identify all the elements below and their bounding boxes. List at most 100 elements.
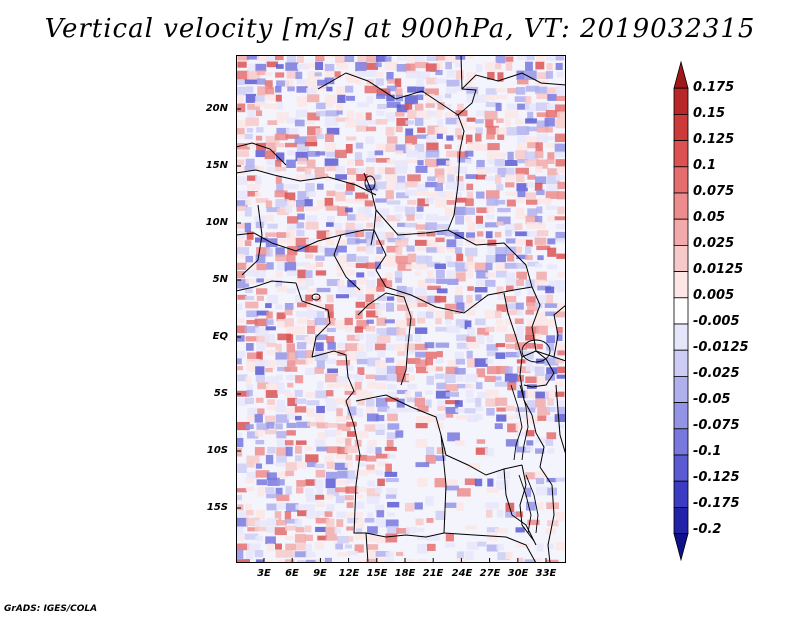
field-cell bbox=[474, 413, 483, 421]
field-cell bbox=[415, 438, 428, 448]
field-cell bbox=[265, 376, 279, 386]
field-cell bbox=[306, 87, 317, 95]
field-cell bbox=[344, 398, 351, 407]
field-cell bbox=[286, 270, 301, 277]
field-cell bbox=[385, 144, 398, 152]
field-cell bbox=[247, 527, 259, 532]
field-cell bbox=[505, 295, 517, 303]
field-cell bbox=[424, 158, 439, 168]
field-cell bbox=[365, 294, 375, 303]
field-cell bbox=[447, 174, 455, 183]
field-cell bbox=[495, 270, 507, 278]
field-cell bbox=[286, 55, 297, 64]
field-cell bbox=[326, 279, 340, 287]
field-cell bbox=[515, 302, 524, 310]
field-cell bbox=[516, 543, 530, 548]
field-cell bbox=[396, 389, 408, 395]
field-cell bbox=[306, 400, 320, 406]
field-cell bbox=[426, 77, 437, 85]
field-cell bbox=[506, 272, 516, 282]
field-cell bbox=[236, 325, 247, 334]
field-cell bbox=[284, 440, 294, 446]
field-cell bbox=[266, 493, 278, 499]
field-cell bbox=[486, 408, 495, 416]
field-cell bbox=[387, 413, 398, 422]
field-cell bbox=[494, 231, 502, 238]
field-cell bbox=[236, 303, 243, 311]
field-cell bbox=[315, 542, 324, 550]
field-cell bbox=[275, 343, 282, 353]
field-cell bbox=[277, 319, 290, 328]
field-cell bbox=[355, 112, 364, 120]
field-cell bbox=[347, 287, 357, 298]
field-cell bbox=[297, 157, 307, 165]
field-cell bbox=[296, 480, 306, 487]
field-cell bbox=[455, 319, 468, 329]
field-cell bbox=[255, 463, 263, 469]
field-cell bbox=[256, 78, 266, 85]
field-cell bbox=[316, 446, 328, 452]
field-cell bbox=[386, 487, 398, 496]
field-cell bbox=[345, 143, 353, 154]
field-cell bbox=[254, 526, 267, 532]
field-cell bbox=[277, 239, 291, 244]
field-cell bbox=[496, 304, 508, 312]
field-cell bbox=[446, 150, 459, 158]
colorbar-label-0-05: 0.05 bbox=[693, 210, 726, 225]
field-cell bbox=[375, 453, 390, 459]
field-cell bbox=[346, 526, 354, 531]
field-cell bbox=[557, 191, 566, 200]
field-cell bbox=[345, 365, 354, 371]
field-cell bbox=[374, 256, 385, 266]
field-cell bbox=[386, 101, 401, 108]
field-cell bbox=[555, 381, 564, 387]
field-cell bbox=[514, 96, 528, 103]
field-cell bbox=[376, 424, 386, 431]
field-cell bbox=[384, 280, 393, 288]
field-cell bbox=[504, 262, 519, 269]
field-cell bbox=[246, 414, 254, 423]
field-cell bbox=[276, 479, 285, 486]
field-cell bbox=[466, 183, 474, 191]
field-cell bbox=[436, 245, 446, 254]
field-cell bbox=[367, 512, 374, 521]
field-cell bbox=[236, 421, 250, 431]
field-cell bbox=[396, 407, 409, 413]
field-cell bbox=[445, 400, 460, 405]
field-cell bbox=[315, 390, 328, 399]
field-cell bbox=[474, 287, 488, 293]
field-cell bbox=[355, 159, 364, 166]
field-cell bbox=[505, 343, 517, 349]
field-cell bbox=[344, 351, 358, 361]
field-cell bbox=[546, 103, 560, 111]
field-cell bbox=[366, 319, 374, 324]
field-cell bbox=[285, 470, 294, 477]
field-cell bbox=[504, 373, 518, 383]
field-cell bbox=[247, 352, 261, 362]
field-cell bbox=[477, 541, 487, 547]
field-cell bbox=[415, 518, 424, 526]
field-cell bbox=[244, 165, 259, 171]
field-cell bbox=[414, 397, 426, 407]
field-cell bbox=[284, 303, 294, 310]
field-cell bbox=[537, 415, 547, 421]
field-cell bbox=[356, 462, 366, 467]
field-cell bbox=[346, 415, 354, 420]
field-cell bbox=[424, 342, 435, 349]
field-cell bbox=[425, 311, 434, 319]
field-cell bbox=[356, 70, 367, 77]
colorbar-label-neg-0-125: -0.125 bbox=[693, 470, 740, 485]
field-cell bbox=[515, 342, 527, 351]
field-cell bbox=[345, 85, 354, 93]
field-cell bbox=[276, 455, 287, 463]
field-cell bbox=[445, 61, 452, 70]
field-cell bbox=[436, 278, 448, 284]
field-cell bbox=[255, 470, 270, 478]
field-cell bbox=[306, 215, 318, 225]
field-cell bbox=[414, 343, 428, 351]
field-cell bbox=[284, 184, 299, 190]
field-cell bbox=[555, 119, 566, 129]
field-cell bbox=[416, 367, 429, 374]
field-cell bbox=[274, 133, 288, 141]
field-cell bbox=[436, 158, 450, 166]
